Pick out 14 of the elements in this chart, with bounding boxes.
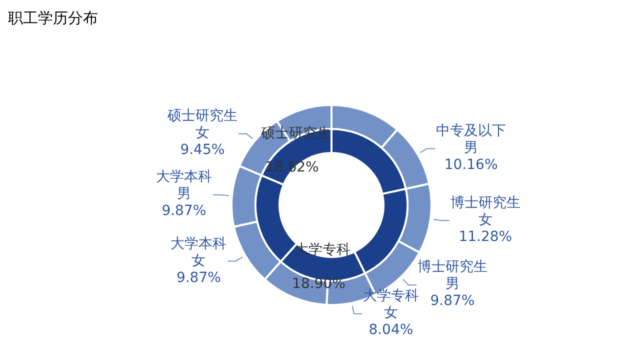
slice-label: 博士研究生女: [449, 195, 522, 229]
text: 职工学历分布: [8, 9, 98, 28]
slice-label: 硕士研究生女: [166, 108, 238, 142]
slice-label: 中专及以下男: [435, 123, 508, 158]
slice-label: 博士研究生男: [417, 259, 488, 292]
data-label: 9.87%: [175, 270, 222, 287]
data-label: 10.16%: [443, 157, 499, 174]
data-label: 8.04%: [368, 322, 414, 340]
slice-label: 大学本科女: [170, 236, 228, 270]
slice-label: 大学本科男: [154, 169, 213, 204]
data-label: 9.87%: [430, 293, 475, 310]
data-label: 9.45%: [179, 142, 226, 160]
data-label: 9.87%: [160, 203, 208, 220]
data-label: 11.28%: [458, 229, 514, 246]
